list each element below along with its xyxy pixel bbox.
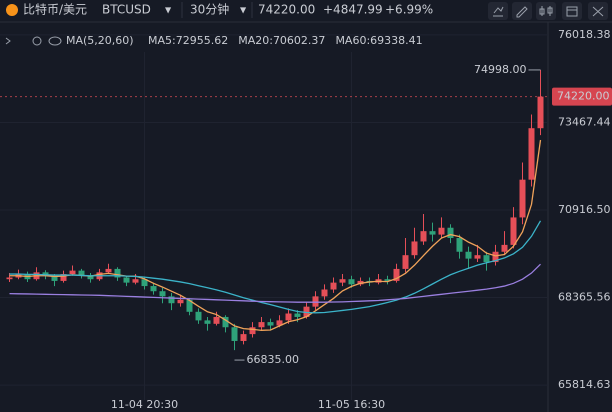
candle-body <box>240 334 247 341</box>
candle-body <box>285 313 292 321</box>
icon <box>493 6 504 17</box>
indicator-name: MA(5,20,60) <box>66 34 134 47</box>
candle-body <box>483 255 490 263</box>
candle-body <box>492 251 499 263</box>
candle-body <box>321 289 328 297</box>
icon <box>516 6 528 18</box>
candle-body <box>78 270 85 276</box>
candle-body <box>456 238 463 252</box>
legend-icons <box>5 36 62 46</box>
tool-button[interactable] <box>536 2 556 20</box>
candle-body <box>69 270 76 275</box>
candle-body <box>186 299 193 312</box>
candle-body <box>276 320 283 326</box>
candle-body <box>195 311 202 321</box>
candle-body <box>438 227 445 235</box>
candle-body <box>159 291 166 297</box>
y-tick-label: 65814.63 <box>558 378 611 391</box>
candle-body <box>528 128 535 180</box>
candle-body <box>123 277 130 283</box>
change: +4847.99 <box>323 3 383 17</box>
legend-entry: MA5:72955.62 <box>148 34 228 47</box>
last-price-tag <box>552 87 612 106</box>
annotation: 74998.00 <box>474 63 527 76</box>
candle-body <box>51 275 58 281</box>
candle-body <box>429 231 436 235</box>
candle-body <box>411 241 418 256</box>
dropdown[interactable]: ▼ <box>240 6 247 15</box>
candle-body <box>177 299 184 304</box>
candle-body <box>402 255 409 269</box>
price: 74220.00 <box>258 3 315 17</box>
y-tick-label: 76018.38 <box>558 28 611 41</box>
settings-icon[interactable] <box>32 36 42 46</box>
candle-body <box>267 322 274 326</box>
last-price-label: 74220.00 <box>557 90 610 103</box>
candle-body <box>303 306 310 317</box>
candle-body <box>537 96 544 129</box>
y-tick-label: 73467.44 <box>558 115 611 128</box>
icon <box>592 6 604 17</box>
tool-button[interactable] <box>512 2 532 20</box>
ma-line <box>9 220 542 314</box>
toolbar <box>488 2 608 20</box>
candle-body <box>339 279 346 283</box>
legend-entry: MA60:69338.41 <box>335 34 422 47</box>
annotation: 66835.00 <box>247 353 300 366</box>
icon <box>566 6 578 17</box>
candle-body <box>231 327 238 341</box>
ma-line <box>9 139 542 331</box>
legend-entry: MA20:70602.37 <box>238 34 325 47</box>
icon <box>539 6 553 16</box>
candle-body <box>141 279 148 287</box>
symbol[interactable]: BTCUSD <box>102 3 151 17</box>
candle-body <box>447 227 454 239</box>
candle-body <box>348 279 355 285</box>
candle-body <box>294 313 301 317</box>
y-tick-label: 70916.50 <box>558 203 611 216</box>
ma-line <box>9 263 541 303</box>
candle-body <box>222 316 229 328</box>
y-tick-label: 68365.56 <box>558 291 611 304</box>
candle-body <box>474 255 481 259</box>
candle-body <box>87 275 94 280</box>
candle-body <box>312 296 319 307</box>
candle-body <box>150 286 157 292</box>
candle-body <box>510 217 517 245</box>
tool-button[interactable] <box>488 2 508 20</box>
candle-body <box>519 179 526 218</box>
candle-body <box>465 251 472 259</box>
x-tick-label: 11-05 16:30 <box>318 398 385 411</box>
candle-body <box>168 296 175 304</box>
candle-body <box>204 320 211 324</box>
candle-body <box>420 231 427 242</box>
candle-body <box>501 244 508 252</box>
candle-body <box>213 316 220 324</box>
interval[interactable]: 30分钟 <box>190 2 229 17</box>
instrument-name: 比特币/美元 <box>23 2 87 17</box>
candle-body <box>105 268 112 273</box>
candle-body <box>258 322 265 328</box>
eye-icon[interactable] <box>48 36 62 46</box>
candle-body <box>330 282 337 290</box>
dropdown[interactable]: ▼ <box>165 6 172 15</box>
candle-body <box>384 279 391 281</box>
candle-body <box>357 280 364 285</box>
candle-body <box>60 274 67 281</box>
coin-icon <box>6 4 18 16</box>
candle-body <box>114 268 121 278</box>
candle-body <box>249 327 256 335</box>
tool-button[interactable] <box>562 2 582 20</box>
candle-body <box>393 268 400 281</box>
candle-body <box>42 272 49 276</box>
candle-body <box>6 277 13 280</box>
x-tick-label: 11-04 20:30 <box>111 398 178 411</box>
change-pct: +6.99% <box>385 3 433 17</box>
candle-body <box>132 279 139 283</box>
collapse-icon[interactable] <box>5 37 11 45</box>
